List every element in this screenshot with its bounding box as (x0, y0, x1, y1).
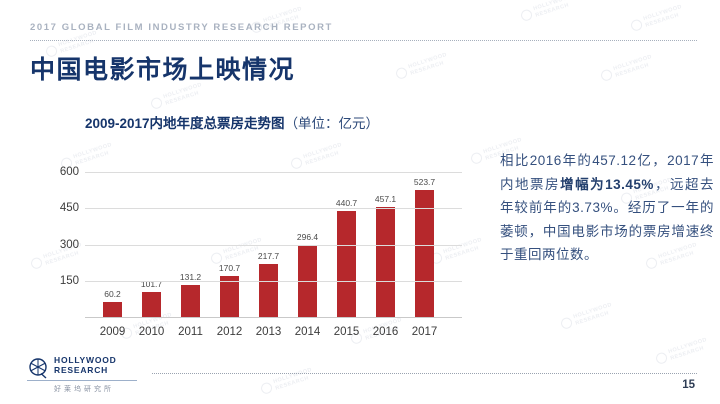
watermark-stamp: HOLLYWOOD RESEARCH (599, 54, 655, 83)
chart-title-main: 2009-2017内地年度总票房走势图 (85, 116, 285, 131)
bar-2013 (259, 264, 278, 317)
commentary-text: 相比2016年的457.12亿，2017年内地票房增幅为13.45%，远超去年较… (500, 149, 714, 267)
watermark-stamp: HOLLYWOOD RESEARCH (519, 0, 575, 23)
bar-slot: 440.7 (327, 173, 366, 317)
bar-2017 (415, 190, 434, 317)
commentary-highlight: 增幅为13.45% (560, 176, 654, 192)
watermark-logo-icon (149, 96, 164, 111)
watermark-logo-icon (559, 316, 574, 331)
bar-value-label: 101.7 (140, 279, 163, 290)
x-tick-label: 2017 (411, 326, 438, 338)
y-tick-label: 450 (59, 202, 79, 215)
watermark-logo-icon (629, 18, 644, 33)
x-tick-label: 2009 (99, 326, 126, 338)
commentary-part2: ，远超去年较前年的3.73%。经历了一年的萎顿，中国电影市场的票房增速终于重回两… (500, 176, 714, 263)
y-tick-label: 600 (59, 166, 79, 178)
bar-value-label: 170.7 (218, 262, 241, 273)
x-tick-label: 2015 (333, 326, 360, 338)
y-tick-label: 300 (59, 238, 79, 251)
bar-2009 (103, 302, 122, 317)
watermark-logo-icon (519, 8, 534, 23)
chart-bars: 60.2 101.7 131.2 170.7 217.7 296.4 440.7 457.1 5… (93, 173, 444, 317)
chart-x-axis: 2009 2010 2011 2012 2013 2014 2015 2016 2017 (93, 326, 444, 338)
watermark-logo-icon (654, 351, 669, 366)
x-tick-label: 2012 (216, 326, 243, 338)
brand-name-chinese: 好莱坞研究所 (54, 386, 114, 393)
bar-slot: 170.7 (210, 173, 249, 317)
header-divider (30, 40, 697, 41)
watermark-text: HOLLYWOOD RESEARCH (572, 301, 613, 327)
bar-2016 (376, 206, 395, 317)
bar-slot: 60.2 (93, 173, 132, 317)
watermark-logo-icon (29, 256, 44, 271)
bar-slot: 457.1 (366, 173, 405, 317)
brand-divider (27, 380, 137, 381)
bar-2010 (142, 292, 161, 317)
chart-title-unit: （单位：亿元） (284, 116, 380, 131)
commentary-part1: 相比2016年的457.12亿，2017年内地票房 (500, 153, 714, 192)
bar-value-label: 296.4 (296, 232, 319, 243)
footer-divider (152, 373, 697, 374)
watermark-logo-icon (394, 66, 409, 81)
bar-2015 (337, 210, 356, 317)
bar-slot: 131.2 (171, 173, 210, 317)
bar-value-label: 457.1 (374, 193, 397, 204)
watermark-stamp: HOLLYWOOD RESEARCH (259, 367, 315, 396)
page-title: 中国电影市场上映情况 (30, 56, 296, 84)
bar-2011 (181, 285, 200, 317)
page-number: 15 (682, 379, 695, 391)
watermark-stamp: HOLLYWOOD RESEARCH (559, 302, 615, 331)
brand-name-line1: HOLLYWOOD (54, 355, 117, 365)
watermark-logo-icon (599, 68, 614, 83)
watermark-text: HOLLYWOOD RESEARCH (302, 141, 343, 167)
watermark-text: HOLLYWOOD RESEARCH (272, 366, 313, 392)
watermark-stamp: HOLLYWOOD RESEARCH (394, 52, 450, 81)
watermark-stamp: HOLLYWOOD RESEARCH (629, 4, 685, 33)
watermark-text: HOLLYWOOD RESEARCH (532, 0, 573, 19)
bar-value-label: 440.7 (335, 197, 358, 208)
watermark-text: HOLLYWOOD RESEARCH (407, 51, 448, 77)
watermark-text: HOLLYWOOD RESEARCH (72, 141, 113, 167)
bar-value-label: 60.2 (104, 289, 121, 300)
chart-plot: 60.2 101.7 131.2 170.7 217.7 296.4 440.7 457.1 5… (60, 166, 462, 318)
bar-value-label: 523.7 (413, 177, 436, 188)
x-tick-label: 2014 (294, 326, 321, 338)
gridline (85, 208, 462, 210)
bar-value-label: 131.2 (179, 272, 202, 283)
gridline (85, 172, 462, 173)
bar-2012 (220, 275, 239, 317)
x-tick-label: 2011 (178, 326, 203, 338)
brand-name-line2: RESEARCH (54, 364, 109, 375)
watermark-logo-icon (469, 151, 484, 166)
film-reel-icon (29, 358, 47, 379)
bar-value-label: 217.7 (257, 251, 280, 262)
watermark-stamp: HOLLYWOOD RESEARCH (289, 142, 345, 171)
gridline (85, 244, 462, 246)
x-tick-label: 2010 (138, 326, 165, 338)
watermark-stamp: HOLLYWOOD RESEARCH (149, 82, 205, 111)
watermark-logo-icon (289, 156, 304, 171)
bar-slot: 523.7 (405, 173, 444, 317)
chart-title: 2009-2017内地年度总票房走势图（单位：亿元） (85, 112, 379, 132)
bar-slot: 217.7 (249, 173, 288, 317)
watermark-text: HOLLYWOOD RESEARCH (642, 3, 683, 29)
x-tick-label: 2016 (372, 326, 399, 338)
y-tick-label: 150 (59, 274, 79, 287)
gridline (85, 280, 462, 282)
watermark-logo-icon (259, 381, 274, 396)
watermark-stamp: HOLLYWOOD RESEARCH (654, 337, 710, 366)
watermark-text: HOLLYWOOD RESEARCH (612, 53, 653, 79)
bar-slot: 101.7 (132, 173, 171, 317)
watermark-text: HOLLYWOOD RESEARCH (667, 336, 708, 362)
x-tick-label: 2013 (255, 326, 282, 338)
report-title: 2017 GLOBAL FILM INDUSTRY RESEARCH REPOR… (30, 22, 333, 33)
